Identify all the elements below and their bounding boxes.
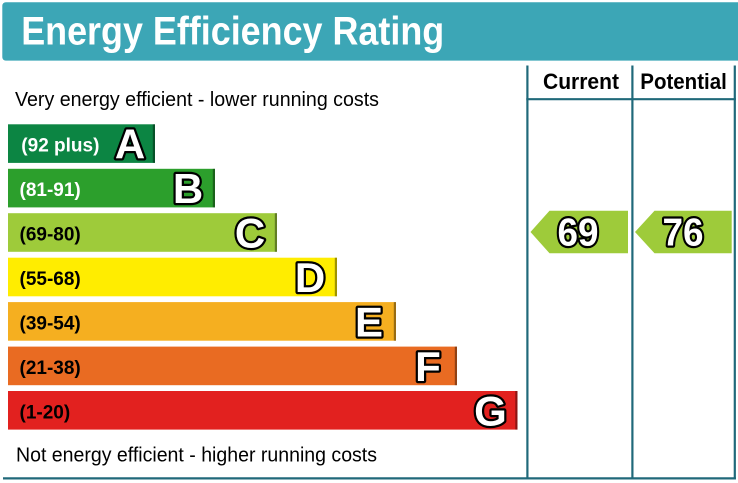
svg-text:G: G	[474, 387, 507, 434]
svg-text:(69-80): (69-80)	[20, 225, 81, 246]
svg-text:E: E	[355, 298, 383, 345]
svg-text:(1-20): (1-20)	[20, 402, 71, 423]
svg-text:(21-38): (21-38)	[20, 358, 81, 379]
svg-text:(39-54): (39-54)	[20, 313, 81, 334]
svg-text:Very energy efficient - lower: Very energy efficient - lower running co…	[15, 89, 379, 111]
svg-text:Current: Current	[543, 69, 619, 94]
svg-text:D: D	[295, 254, 325, 301]
svg-text:(81-91): (81-91)	[20, 180, 81, 201]
svg-text:F: F	[415, 343, 441, 390]
svg-text:Not energy efficient - higher: Not energy efficient - higher running co…	[16, 444, 377, 466]
svg-text:C: C	[235, 210, 265, 257]
svg-text:A: A	[115, 121, 145, 168]
svg-text:B: B	[173, 165, 203, 212]
svg-text:(92 plus): (92 plus)	[21, 136, 99, 157]
svg-text:(55-68): (55-68)	[20, 269, 81, 290]
svg-text:69: 69	[558, 212, 599, 255]
svg-text:Energy Efficiency Rating: Energy Efficiency Rating	[21, 9, 444, 53]
svg-text:76: 76	[663, 212, 704, 255]
svg-text:Potential: Potential	[640, 69, 727, 94]
